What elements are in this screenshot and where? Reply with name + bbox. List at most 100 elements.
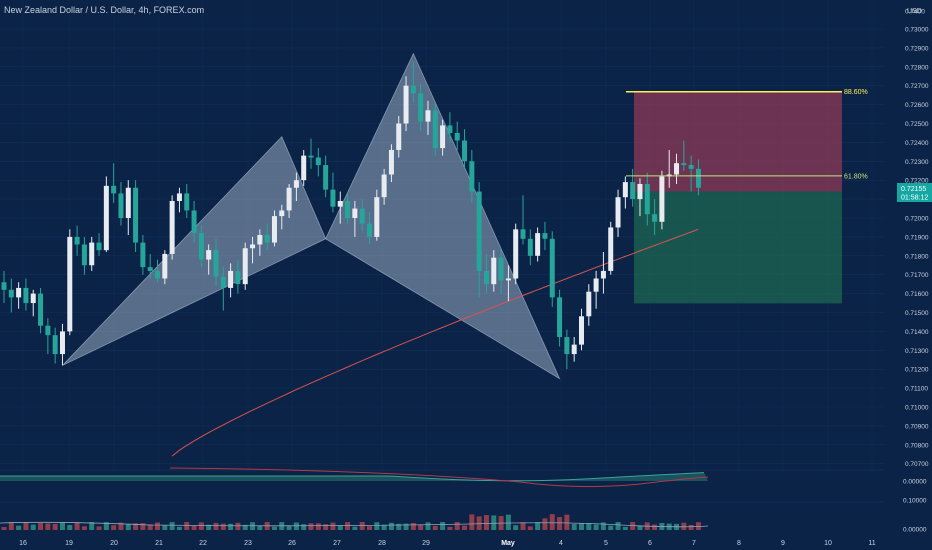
- volume-bar: [535, 522, 541, 530]
- time-tick-label: 10: [824, 540, 832, 547]
- candle-body: [396, 123, 402, 150]
- candle-body: [198, 233, 204, 260]
- volume-bar: [396, 523, 402, 530]
- price-tick-label: 0.72900: [905, 45, 929, 52]
- volume-bar: [688, 524, 694, 530]
- volume-bar: [454, 522, 460, 530]
- price-tick-label: 0.70700: [905, 461, 929, 468]
- candle-body: [1, 282, 7, 290]
- volume-bar: [147, 524, 153, 530]
- volume-bar: [578, 523, 584, 530]
- candle: [425, 100, 431, 135]
- volume-bar: [45, 523, 51, 530]
- candle: [513, 223, 519, 285]
- candle: [608, 221, 614, 275]
- candle: [688, 155, 694, 192]
- candle-body: [688, 165, 694, 169]
- price-tick-label: 0.72700: [905, 83, 929, 90]
- volume-bar: [96, 526, 102, 530]
- volume-bar: [81, 526, 87, 530]
- candle-body: [301, 155, 307, 181]
- price-tick-label: 0.71300: [905, 348, 929, 355]
- candle-body: [337, 200, 343, 207]
- candle-body: [425, 110, 431, 122]
- current-price-value: 0.72155: [901, 186, 926, 193]
- candle-body: [155, 270, 161, 279]
- indicator-tick-label: 0.10000: [903, 498, 927, 505]
- time-tick-label: 8: [737, 540, 741, 547]
- volume-bar: [447, 526, 453, 530]
- time-axis[interactable]: 16 19 20 21 22 23 26 27 28 29 May 4 5 6 7 8 9 10 11: [19, 540, 876, 547]
- candle-body: [162, 253, 168, 279]
- candle: [578, 308, 584, 351]
- candle: [505, 265, 511, 302]
- candle: [133, 180, 139, 253]
- candle: [644, 172, 650, 226]
- candle: [293, 172, 299, 201]
- candle: [315, 148, 321, 177]
- candle-body: [133, 187, 139, 243]
- volume-bar: [608, 525, 614, 530]
- volume-bar: [593, 524, 599, 530]
- candle-body: [505, 278, 511, 281]
- candle: [491, 250, 497, 292]
- volume-bar: [52, 523, 58, 530]
- candle-body: [681, 163, 687, 166]
- candle: [549, 231, 555, 307]
- price-tick-label: 0.70900: [905, 423, 929, 430]
- price-tick-label: 0.71600: [905, 291, 929, 298]
- volume-bar: [542, 518, 548, 530]
- price-tick-label: 0.72200: [905, 178, 929, 185]
- candle: [359, 199, 365, 232]
- candle: [125, 180, 131, 236]
- fib-levels: [626, 91, 842, 177]
- candle: [352, 200, 358, 237]
- volume-bar: [491, 515, 497, 530]
- volume-bar: [637, 525, 643, 530]
- volume-bar: [315, 523, 321, 530]
- candle-body: [513, 229, 519, 279]
- volume-bar: [615, 522, 621, 530]
- volume-bar: [155, 522, 161, 530]
- candle-body: [586, 291, 592, 317]
- candle-body: [30, 293, 36, 304]
- volume-bar: [38, 523, 44, 530]
- candle-body: [454, 132, 460, 141]
- candle-body: [659, 176, 665, 222]
- candle: [527, 229, 533, 266]
- take-profit-zone: [634, 191, 842, 304]
- candle: [381, 168, 387, 205]
- volume-bar: [513, 525, 519, 530]
- volume-bar: [557, 517, 563, 530]
- time-tick-label: 29: [422, 540, 430, 547]
- candle-body: [440, 125, 446, 149]
- candle-body: [410, 85, 416, 94]
- candle: [198, 225, 204, 268]
- volume-bar: [59, 522, 65, 530]
- candle-body: [367, 223, 372, 237]
- candle-body: [520, 229, 526, 239]
- symbol-title: New Zealand Dollar / U.S. Dollar, 4h, FO…: [4, 5, 205, 15]
- price-axis[interactable]: 0.7400 0.73000 0.72900 0.72800 0.72700 0.7260…: [884, 0, 932, 550]
- price-tick-label: 0.72500: [905, 121, 929, 128]
- candle: [469, 149, 475, 203]
- candle: [67, 229, 73, 336]
- candle: [418, 83, 424, 132]
- candle-body: [184, 193, 190, 211]
- volume-bar: [89, 522, 95, 530]
- candle: [410, 61, 416, 103]
- candle: [52, 327, 58, 364]
- time-tick-label: May: [501, 540, 515, 547]
- candle: [483, 253, 489, 294]
- candle: [8, 278, 14, 313]
- volume-bar: [242, 524, 248, 530]
- candle-body: [176, 193, 182, 201]
- volume-bar: [352, 526, 358, 530]
- volume-bar: [432, 525, 438, 530]
- candle-body: [578, 316, 584, 345]
- price-tick-label: 0.72300: [905, 159, 929, 166]
- candle-body: [418, 93, 424, 122]
- candle-body: [45, 325, 51, 336]
- candle-body: [447, 125, 453, 133]
